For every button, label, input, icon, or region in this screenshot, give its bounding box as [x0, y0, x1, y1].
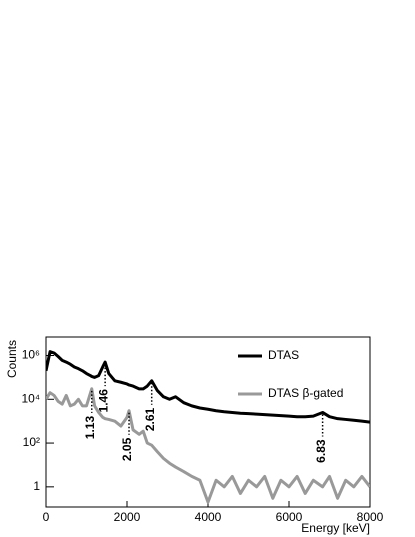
legend-label: DTAS [268, 348, 299, 362]
annotation-text: 6.83 [314, 439, 328, 463]
y-tick-label: 10⁴ [21, 391, 40, 405]
series-line [46, 350, 370, 424]
plot-area [46, 350, 370, 504]
x-tick-label: 2000 [114, 510, 141, 524]
annotation-text: 1.46 [96, 389, 110, 413]
legend-label: DTAS β-gated [268, 386, 343, 400]
x-tick-label: 4000 [195, 510, 222, 524]
y-tick-label: 10⁶ [22, 348, 40, 362]
y-axis-label: Counts [5, 340, 19, 378]
annotation-text: 2.61 [143, 407, 157, 431]
x-axis-label: Energy [keV] [301, 521, 370, 535]
y-tick-label: 1 [33, 479, 40, 493]
x-tick-label: 8000 [357, 510, 384, 524]
series-line [46, 387, 370, 504]
annotation-text: 2.05 [120, 437, 134, 461]
annotation-text: 1.13 [83, 416, 97, 440]
x-tick-label: 6000 [276, 510, 303, 524]
x-tick-label: 0 [43, 510, 50, 524]
y-tick-label: 10² [23, 435, 40, 449]
